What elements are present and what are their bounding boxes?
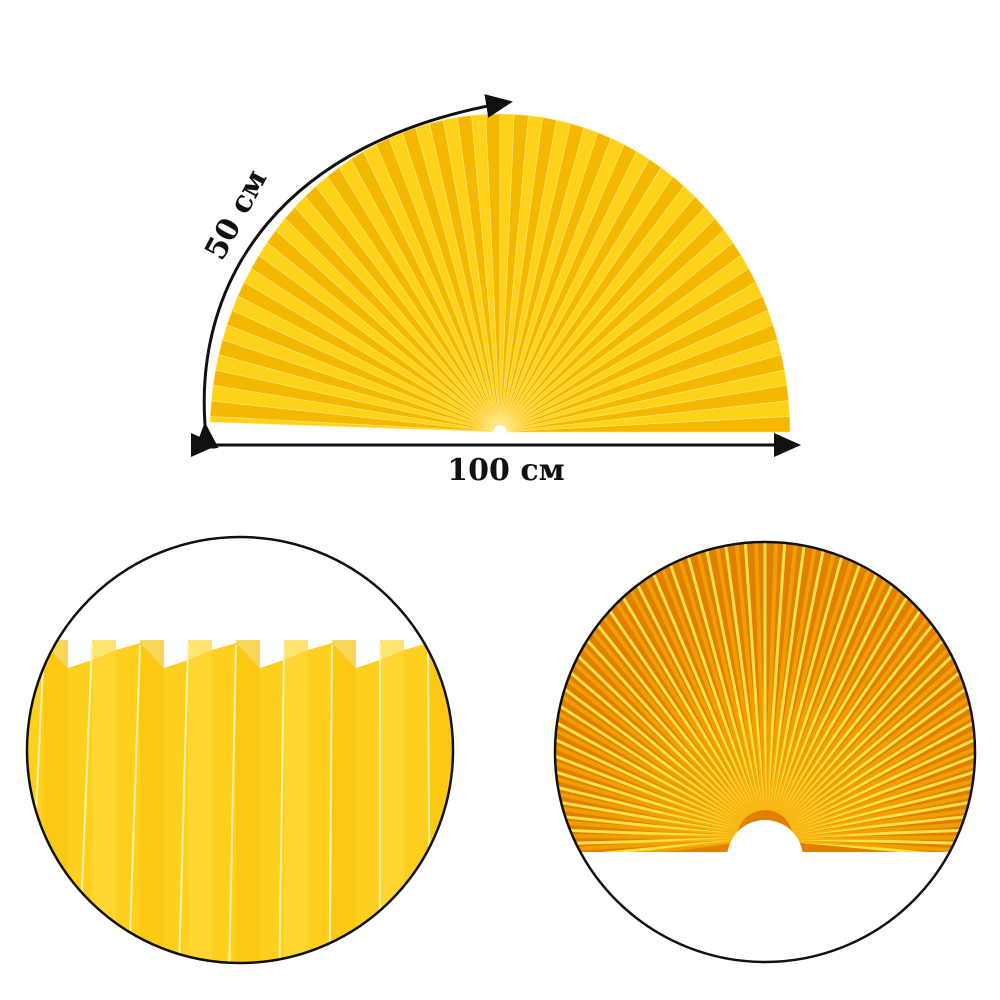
pleat-crease [784, 558, 975, 820]
fan-pleat [92, 640, 116, 963]
pleat-crease [788, 643, 975, 826]
pleat-crease [785, 577, 975, 821]
pleat-crease [583, 542, 754, 814]
pleat-crease [555, 839, 738, 878]
fan-pleat [332, 640, 356, 963]
pleat-crease [555, 716, 739, 832]
pleat-crease [555, 666, 741, 828]
pleat-crease [555, 837, 738, 851]
fan-pleat [476, 640, 500, 1000]
pleat-crease [658, 542, 760, 812]
pleat-crease [786, 598, 975, 823]
fan-center-hole [727, 820, 803, 858]
pleat-crease [789, 666, 975, 828]
fan-pleat [140, 640, 164, 963]
pleat-crease [792, 839, 975, 878]
pleat-crease [177, 644, 189, 963]
detail-edge-closeup [27, 640, 500, 1000]
width-dimension-label: 100 см [447, 453, 564, 488]
background [555, 852, 975, 962]
arc-arrow-icon [194, 94, 513, 450]
pleat-crease [328, 644, 333, 963]
fan-center-hole [493, 425, 507, 439]
pleat-crease [791, 716, 975, 832]
pleat-crease [736, 542, 765, 811]
detail-circle-left [25, 535, 455, 965]
pleat-crease [555, 767, 738, 835]
fan-pleat [44, 640, 68, 963]
pleat-crease [770, 542, 872, 812]
detail-center-closeup [555, 542, 975, 962]
pleat-crease [710, 542, 763, 811]
pleat-crease [792, 794, 975, 837]
pleat-crease [555, 577, 745, 821]
pleat-crease [632, 542, 758, 813]
pleat-crease [555, 820, 738, 839]
fan-pleat [380, 640, 404, 963]
pleat-crease [278, 644, 285, 963]
pleat-crease [776, 542, 947, 814]
pleat-crease [227, 644, 237, 963]
fan-pleat [499, 416, 791, 433]
pleat-crease [555, 794, 738, 837]
pleat-crease [555, 620, 743, 825]
pleat-crease [792, 767, 975, 835]
pleat-crease [607, 542, 756, 813]
pleat-crease [684, 542, 761, 811]
pleat-crease [555, 542, 748, 819]
pleat-crease [555, 598, 744, 823]
detail-circle-right [553, 540, 977, 964]
paper-fan [209, 113, 791, 439]
pleat-crease [774, 542, 923, 813]
pleat-crease [765, 542, 794, 811]
pleat-crease [772, 542, 898, 813]
pleat-crease [787, 620, 975, 825]
pleat-crease [555, 558, 746, 820]
fan-pleat [236, 640, 260, 963]
pleat-crease [476, 645, 481, 1000]
pleat-crease [555, 691, 740, 830]
pleat-crease [792, 837, 975, 851]
pleat-crease [782, 542, 975, 819]
fan-pleat [284, 640, 308, 963]
pleat-crease [792, 820, 975, 839]
pleat-crease [555, 643, 742, 826]
pleat-crease [790, 691, 975, 830]
pleat-crease [767, 542, 820, 811]
pleat-crease [769, 542, 846, 811]
fan-pleat [188, 640, 212, 963]
